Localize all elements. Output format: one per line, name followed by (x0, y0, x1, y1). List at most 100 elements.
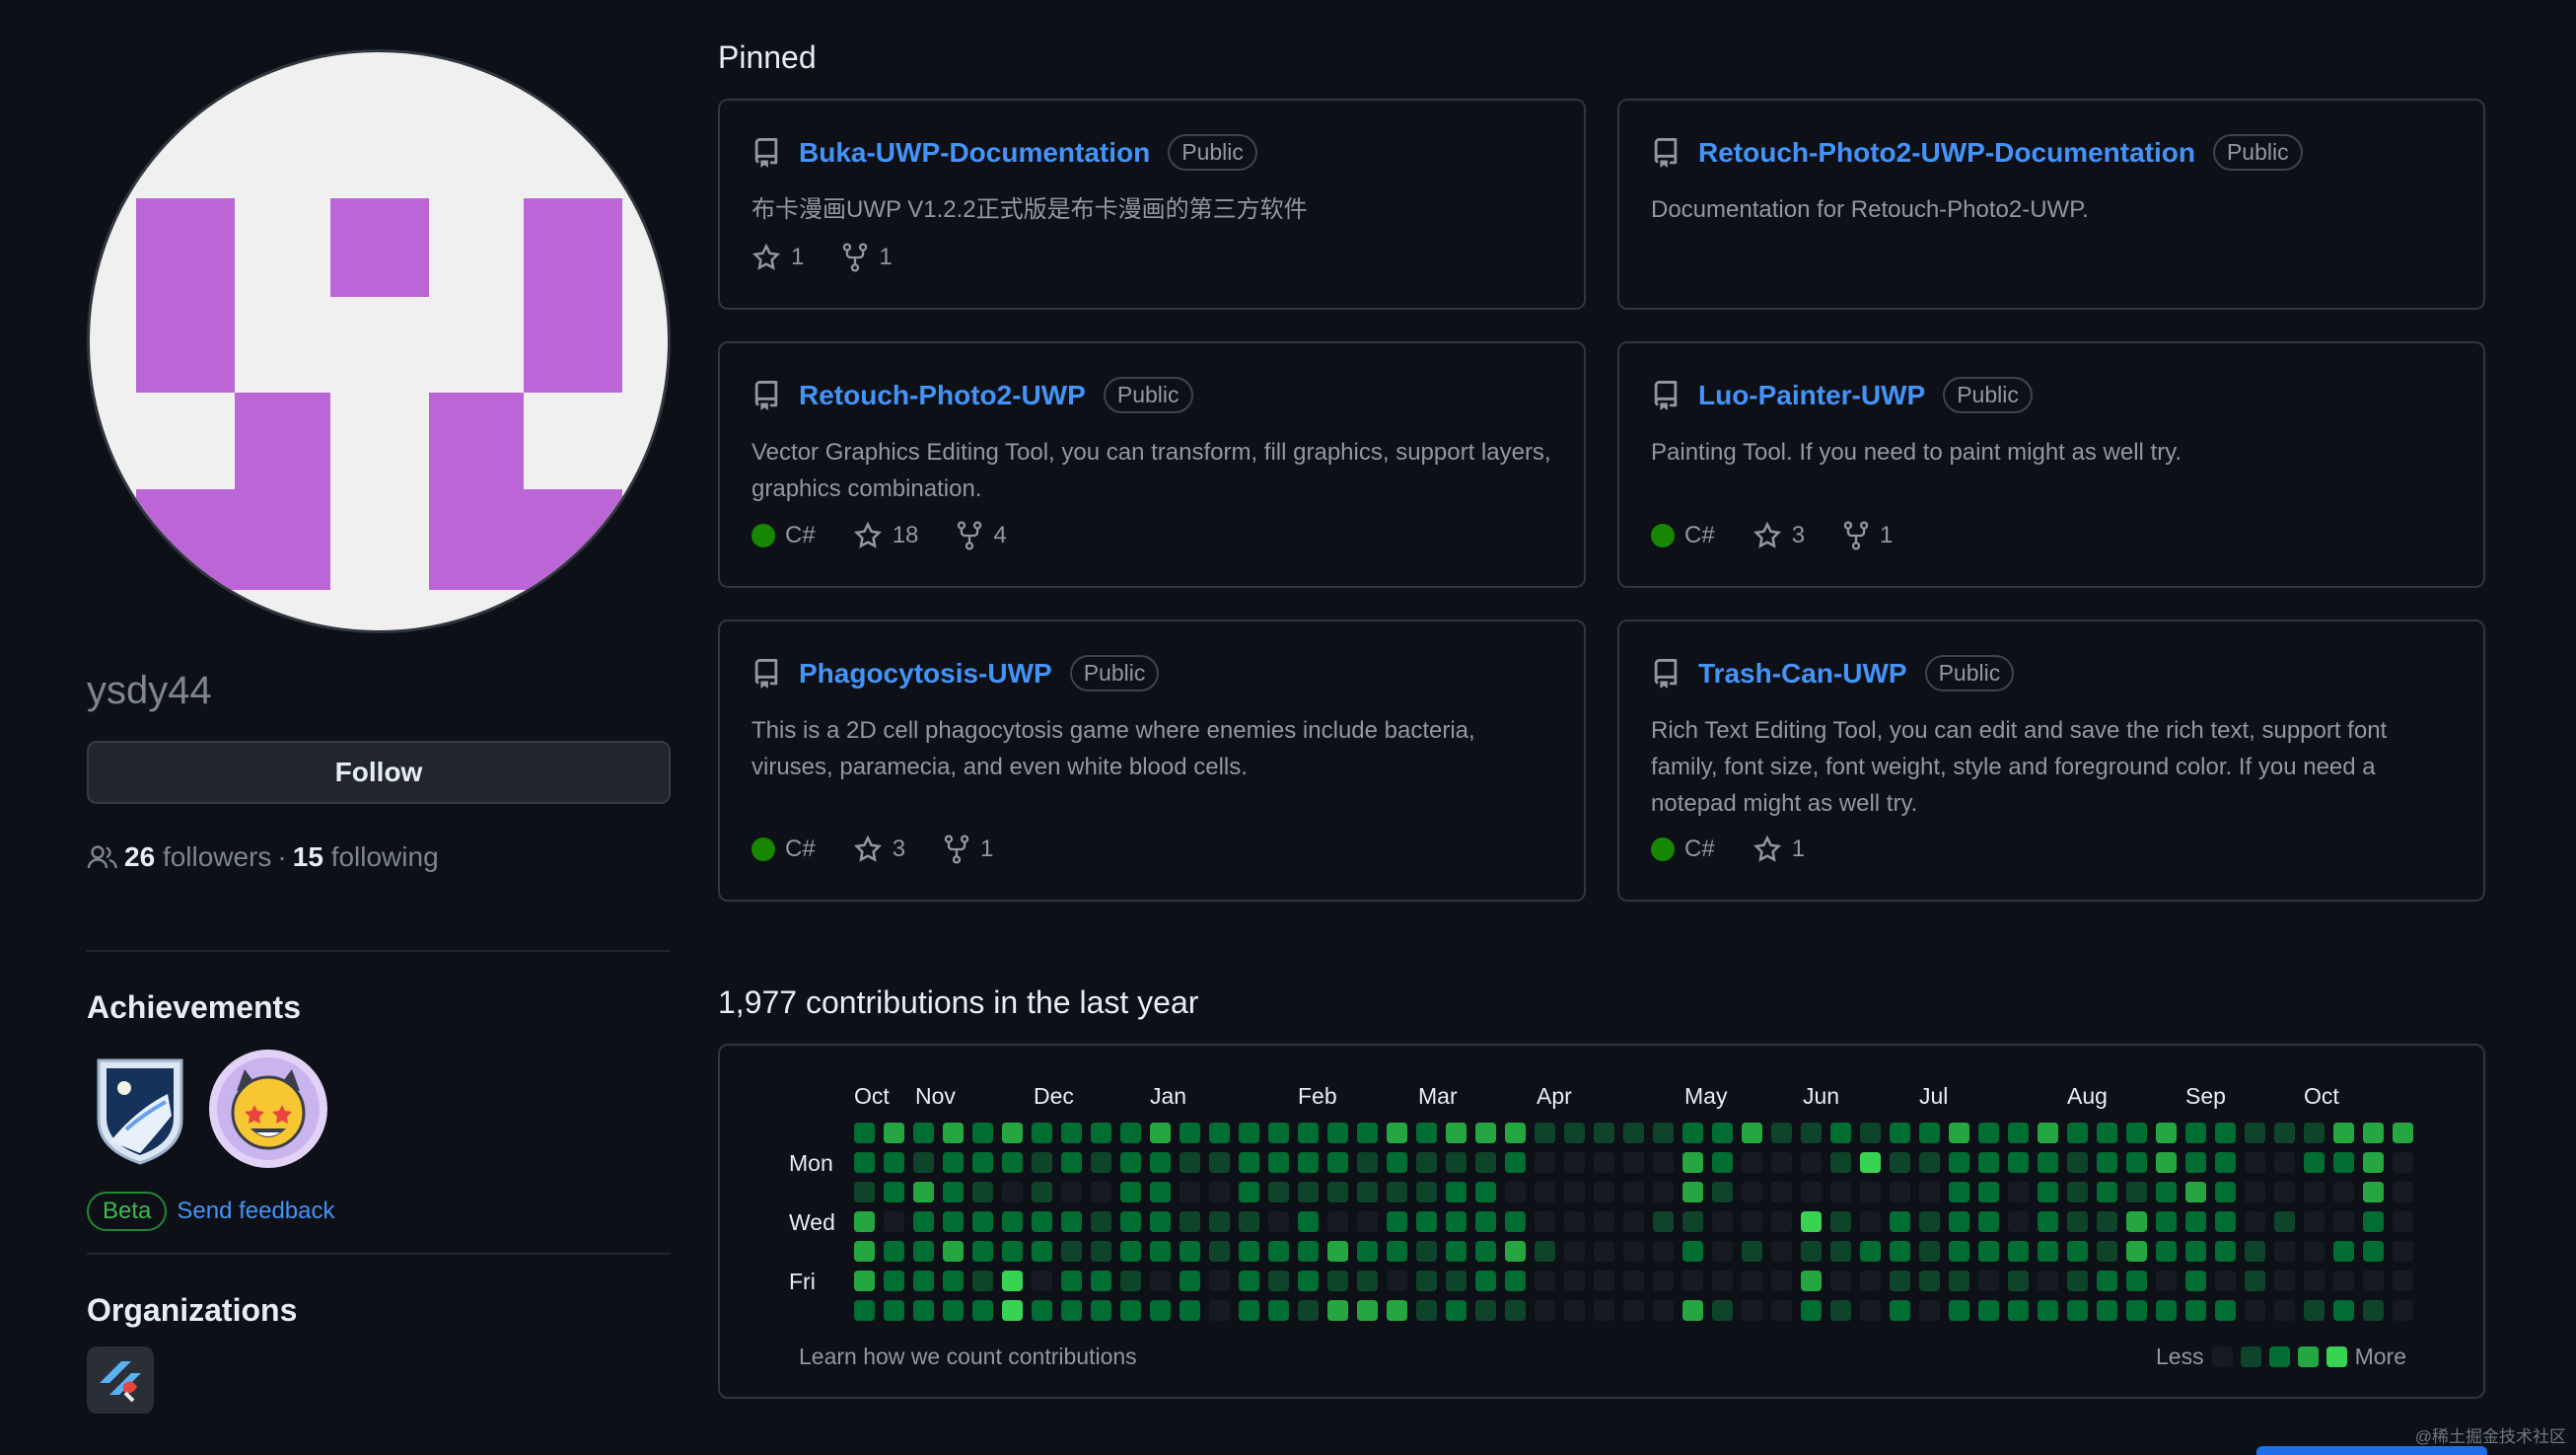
contribution-day-cell[interactable] (1327, 1271, 1348, 1291)
contribution-day-cell[interactable] (2097, 1182, 2117, 1202)
contribution-day-cell[interactable] (1623, 1152, 1644, 1173)
contribution-day-cell[interactable] (2067, 1182, 2088, 1202)
contribution-day-cell[interactable] (1890, 1152, 1910, 1173)
contribution-day-cell[interactable] (2097, 1271, 2117, 1291)
contribution-day-cell[interactable] (1446, 1211, 1467, 1232)
contribution-day-cell[interactable] (884, 1241, 904, 1262)
contribution-day-cell[interactable] (1475, 1241, 1496, 1262)
contribution-day-cell[interactable] (1032, 1152, 1052, 1173)
contribution-day-cell[interactable] (1239, 1300, 1259, 1321)
contribution-day-cell[interactable] (2333, 1123, 2354, 1143)
contribution-day-cell[interactable] (1564, 1182, 1585, 1202)
follow-button[interactable]: Follow (87, 741, 671, 804)
contribution-day-cell[interactable] (2363, 1152, 2384, 1173)
contribution-day-cell[interactable] (943, 1300, 964, 1321)
contribution-day-cell[interactable] (2245, 1211, 2265, 1232)
contribution-day-cell[interactable] (1505, 1271, 1526, 1291)
contribution-day-cell[interactable] (1623, 1241, 1644, 1262)
contribution-day-cell[interactable] (1505, 1241, 1526, 1262)
contribution-day-cell[interactable] (2185, 1241, 2206, 1262)
contribution-day-cell[interactable] (2038, 1152, 2058, 1173)
contribution-day-cell[interactable] (1475, 1300, 1496, 1321)
contribution-day-cell[interactable] (1298, 1182, 1319, 1202)
repo-name-link[interactable]: Retouch-Photo2-UWP (799, 379, 1086, 410)
contribution-day-cell[interactable] (1268, 1271, 1289, 1291)
contribution-day-cell[interactable] (1682, 1211, 1703, 1232)
contribution-day-cell[interactable] (1890, 1241, 1910, 1262)
contribution-day-cell[interactable] (1150, 1182, 1171, 1202)
contribution-day-cell[interactable] (854, 1123, 875, 1143)
contribution-day-cell[interactable] (2215, 1152, 2236, 1173)
contribution-day-cell[interactable] (2008, 1271, 2029, 1291)
contribution-day-cell[interactable] (1091, 1241, 1111, 1262)
contribution-day-cell[interactable] (1919, 1123, 1940, 1143)
contribution-day-cell[interactable] (1919, 1152, 1940, 1173)
contribution-day-cell[interactable] (1120, 1123, 1141, 1143)
contribution-day-cell[interactable] (1209, 1271, 1230, 1291)
contribution-day-cell[interactable] (1682, 1271, 1703, 1291)
contribution-day-cell[interactable] (2245, 1241, 2265, 1262)
contribution-day-cell[interactable] (1594, 1300, 1614, 1321)
contribution-day-cell[interactable] (1446, 1300, 1467, 1321)
contribution-day-cell[interactable] (2304, 1271, 2325, 1291)
contribution-day-cell[interactable] (1357, 1241, 1378, 1262)
contribution-day-cell[interactable] (1357, 1271, 1378, 1291)
contribution-day-cell[interactable] (2333, 1182, 2354, 1202)
contribution-day-cell[interactable] (2245, 1300, 2265, 1321)
contribution-day-cell[interactable] (1032, 1211, 1052, 1232)
contribution-day-cell[interactable] (1032, 1271, 1052, 1291)
contribution-day-cell[interactable] (884, 1211, 904, 1232)
avatar[interactable] (87, 49, 671, 633)
contribution-day-cell[interactable] (2097, 1152, 2117, 1173)
contribution-day-cell[interactable] (854, 1271, 875, 1291)
contribution-day-cell[interactable] (1949, 1300, 1969, 1321)
contribution-day-cell[interactable] (1919, 1182, 1940, 1202)
organization-avatar[interactable] (87, 1346, 154, 1414)
contribution-day-cell[interactable] (1150, 1123, 1171, 1143)
contribution-day-cell[interactable] (1830, 1182, 1851, 1202)
contribution-day-cell[interactable] (1150, 1271, 1171, 1291)
contribution-day-cell[interactable] (1564, 1300, 1585, 1321)
contribution-day-cell[interactable] (2215, 1300, 2236, 1321)
contribution-day-cell[interactable] (1061, 1123, 1082, 1143)
contribution-day-cell[interactable] (1180, 1241, 1200, 1262)
contribution-day-cell[interactable] (2215, 1182, 2236, 1202)
contribution-day-cell[interactable] (2038, 1241, 2058, 1262)
contribution-day-cell[interactable] (1860, 1152, 1881, 1173)
contribution-day-cell[interactable] (1150, 1152, 1171, 1173)
contribution-day-cell[interactable] (2393, 1123, 2413, 1143)
contribution-day-cell[interactable] (913, 1123, 934, 1143)
contribution-day-cell[interactable] (1623, 1182, 1644, 1202)
contribution-day-cell[interactable] (1919, 1211, 1940, 1232)
contribution-day-cell[interactable] (2008, 1152, 2029, 1173)
contribution-day-cell[interactable] (1002, 1123, 1023, 1143)
contribution-day-cell[interactable] (1801, 1271, 1822, 1291)
contribution-day-cell[interactable] (943, 1271, 964, 1291)
contribution-day-cell[interactable] (1978, 1123, 1999, 1143)
contribution-day-cell[interactable] (1239, 1123, 1259, 1143)
contribution-day-cell[interactable] (2126, 1300, 2147, 1321)
contribution-day-cell[interactable] (1742, 1211, 1762, 1232)
contribution-day-cell[interactable] (1505, 1300, 1526, 1321)
contribution-day-cell[interactable] (1387, 1300, 1407, 1321)
contribution-day-cell[interactable] (1594, 1182, 1614, 1202)
contribution-day-cell[interactable] (2363, 1300, 2384, 1321)
contribution-day-cell[interactable] (943, 1211, 964, 1232)
contribution-day-cell[interactable] (1860, 1211, 1881, 1232)
contribution-day-cell[interactable] (1327, 1241, 1348, 1262)
contribution-day-cell[interactable] (2067, 1271, 2088, 1291)
contribution-day-cell[interactable] (913, 1241, 934, 1262)
contribution-day-cell[interactable] (1120, 1211, 1141, 1232)
contribution-day-cell[interactable] (1771, 1241, 1792, 1262)
contribution-day-cell[interactable] (2304, 1300, 2325, 1321)
stars-link[interactable]: 3 (1753, 521, 1805, 550)
contribution-day-cell[interactable] (1978, 1182, 1999, 1202)
contribution-day-cell[interactable] (1771, 1211, 1792, 1232)
contribution-day-cell[interactable] (1091, 1271, 1111, 1291)
contribution-day-cell[interactable] (1150, 1211, 1171, 1232)
contribution-day-cell[interactable] (1594, 1211, 1614, 1232)
contribution-day-cell[interactable] (943, 1241, 964, 1262)
contribution-day-cell[interactable] (2363, 1182, 2384, 1202)
contribution-day-cell[interactable] (1180, 1182, 1200, 1202)
contribution-day-cell[interactable] (1535, 1123, 1555, 1143)
